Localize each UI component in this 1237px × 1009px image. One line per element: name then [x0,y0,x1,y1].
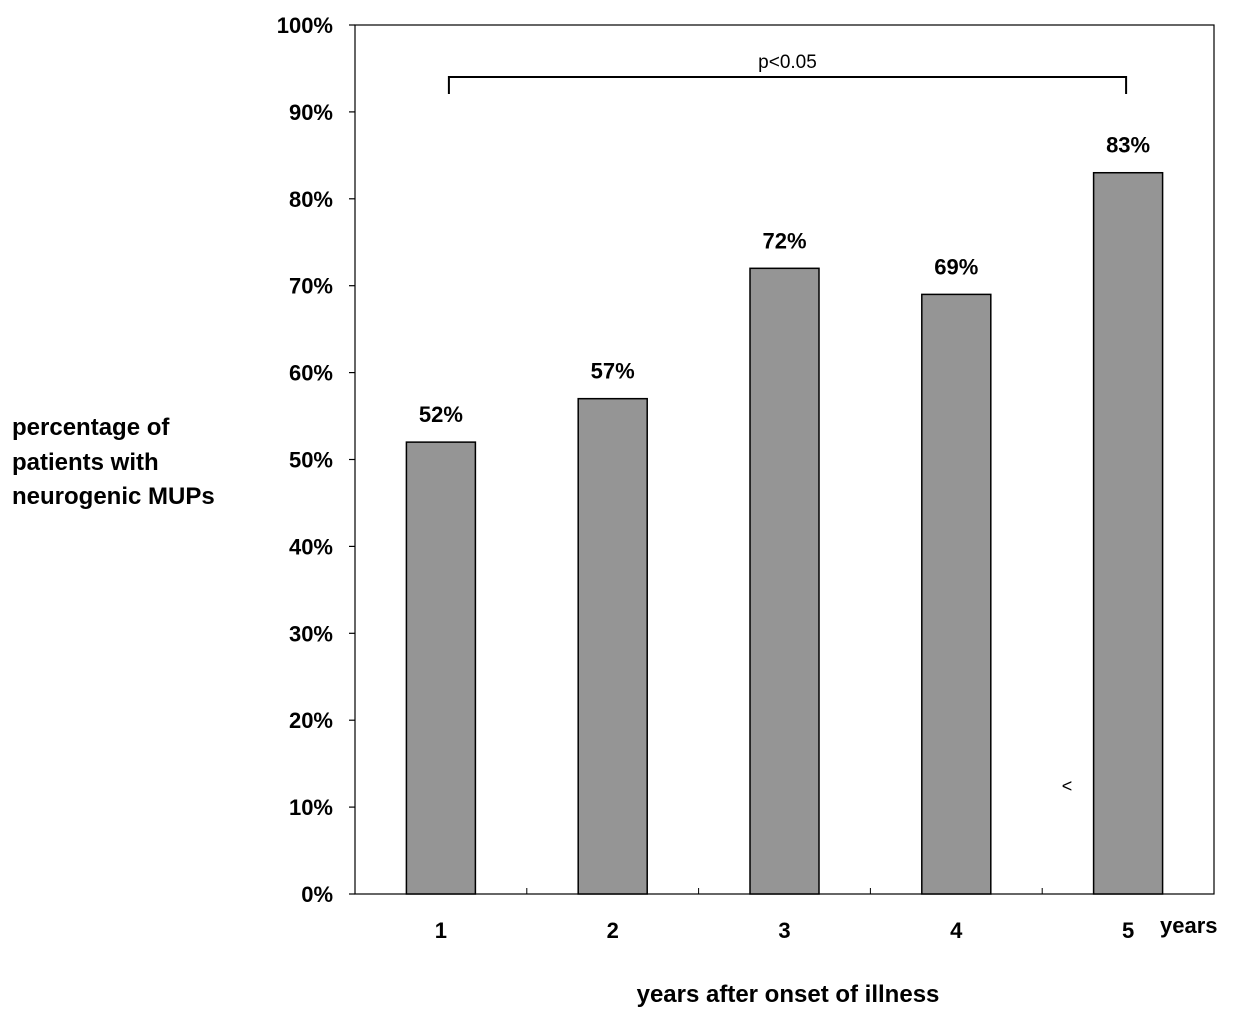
data-label: 83% [1106,133,1150,158]
y-axis-title: percentage of patients with neurogenic M… [12,414,215,510]
stray-mark: < [1062,776,1073,796]
y-tick-label: 20% [289,708,333,733]
y-tick-label: 60% [289,361,333,386]
bars [405,171,1164,895]
x-axis-unit: years [1160,913,1218,938]
bar [405,441,477,895]
y-axis-title-line-3: neurogenic MUPs [12,483,215,510]
x-axis-title: years after onset of illness [637,981,940,1008]
y-axis-title-line-1: percentage of [12,414,170,441]
significance-line [447,76,1128,94]
bar [749,267,820,895]
data-label: 72% [762,228,806,253]
data-labels: 52% 57% 72% 69% 83% [419,133,1150,427]
x-tick-label: 3 [778,918,790,943]
y-tick-label: 100% [277,13,333,38]
data-label: 52% [419,402,463,427]
y-tick-label: 0% [301,882,333,907]
significance-label: p<0.05 [758,52,817,73]
bar [577,397,648,895]
y-tick-label: 40% [289,534,333,559]
x-tick-label: 2 [607,918,619,943]
x-axis: 1 2 3 4 5 [435,888,1134,943]
x-tick-label: 1 [435,918,447,943]
significance-bracket: p<0.05 [447,52,1128,94]
data-label: 57% [591,359,635,384]
x-tick-label: 5 [1122,918,1134,943]
bar [921,293,992,895]
y-tick-label: 10% [289,795,333,820]
y-tick-label: 30% [289,621,333,646]
bar [1092,171,1164,895]
y-axis-title-line-2: patients with [12,449,159,476]
y-tick-label: 90% [289,100,333,125]
y-axis: 0% 10% 20% 30% 40% 50% 60% 70% 80% 90% 100% [277,13,1215,907]
data-label: 69% [934,254,978,279]
y-tick-label: 70% [289,274,333,299]
x-tick-label: 4 [950,918,963,943]
y-tick-label: 80% [289,187,333,212]
y-tick-label: 50% [289,448,333,473]
